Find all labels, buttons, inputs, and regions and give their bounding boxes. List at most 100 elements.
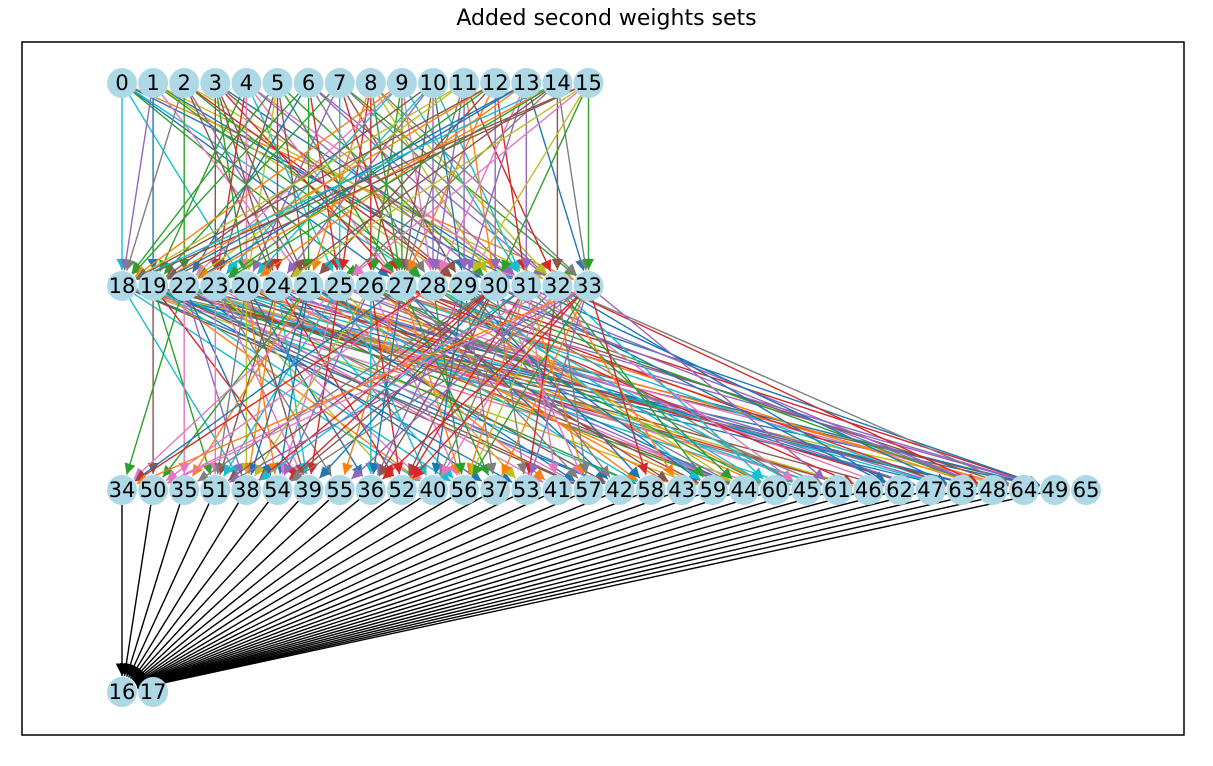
node-circle [200, 68, 231, 98]
edge-48-16 [137, 492, 979, 692]
node-circle [449, 475, 480, 505]
node-circle [200, 475, 231, 505]
node-circle [542, 475, 573, 505]
edge-63-16 [137, 492, 948, 692]
node-circle [107, 475, 137, 505]
edge-26-38 [254, 298, 364, 477]
edge-53-16 [135, 496, 514, 686]
edge-40-16 [135, 497, 421, 684]
edge-21-35 [191, 298, 302, 477]
node-label: 58 [637, 478, 664, 502]
node-circle [418, 68, 448, 98]
node-circle [355, 475, 386, 505]
node-circle [418, 475, 448, 505]
node-3: 3 [200, 68, 231, 98]
edge-47-16 [137, 492, 917, 692]
edge-32-56 [470, 299, 552, 476]
node-label: 26 [357, 274, 384, 298]
node-label: 49 [1042, 478, 1069, 502]
node-label: 39 [295, 478, 322, 502]
node-label: 4 [240, 71, 253, 95]
node-circle [138, 271, 169, 301]
edge-30-35 [197, 293, 484, 482]
edge-61-16 [137, 493, 824, 691]
node-circle [729, 475, 759, 505]
node-label: 56 [451, 478, 478, 502]
node-label: 11 [451, 71, 478, 95]
edge-56-16 [135, 496, 452, 685]
edge-60-16 [137, 493, 762, 690]
edge-33-54 [290, 293, 577, 482]
node-label: 18 [109, 274, 136, 298]
edge-64-16 [137, 492, 1010, 692]
node-label: 62 [886, 478, 913, 502]
node-6: 6 [293, 68, 324, 98]
edge-32-62 [569, 293, 887, 483]
node-label: 63 [948, 478, 975, 502]
edge-33-58 [592, 300, 649, 475]
node-circle [573, 68, 604, 98]
node-circle [791, 475, 822, 505]
node-label: 16 [109, 680, 136, 704]
node-circle [884, 475, 915, 505]
edge-32-59 [565, 297, 704, 478]
node-31: 31 [511, 271, 542, 301]
node-circle [449, 271, 480, 301]
edge-35-16 [124, 504, 181, 677]
node-58: 58 [635, 475, 666, 505]
node-label: 14 [544, 71, 571, 95]
node-circle [324, 68, 355, 98]
edge-33-34 [136, 291, 576, 485]
node-52: 52 [386, 475, 417, 505]
edge-15-30 [501, 96, 583, 272]
edge-32-48 [570, 291, 979, 484]
edge-12-18 [135, 89, 483, 280]
node-label: 23 [202, 274, 229, 298]
edge-54-16 [131, 501, 269, 680]
node-18: 18 [107, 271, 137, 301]
node-label: 44 [731, 478, 758, 502]
edge-36-16 [133, 498, 360, 683]
edge-46-16 [137, 493, 855, 691]
node-label: 50 [140, 478, 167, 502]
node-circle [822, 475, 853, 505]
node-16: 16 [107, 677, 137, 707]
node-circle [386, 271, 417, 301]
edge-1-18 [120, 97, 152, 271]
node-50: 50 [138, 475, 169, 505]
node-37: 37 [480, 475, 511, 505]
node-label: 25 [326, 274, 353, 298]
node-label: 60 [762, 478, 789, 502]
node-circle [604, 475, 635, 505]
node-circle [635, 475, 666, 505]
node-29: 29 [449, 271, 480, 301]
node-62: 62 [884, 475, 915, 505]
node-label: 52 [389, 478, 416, 502]
edge-14-25 [350, 92, 547, 276]
node-label: 34 [109, 478, 136, 502]
node-13: 13 [511, 68, 542, 98]
node-circle [697, 475, 728, 505]
node-circle [293, 68, 324, 98]
node-32: 32 [542, 271, 573, 301]
node-label: 33 [575, 274, 602, 298]
node-label: 38 [233, 478, 260, 502]
node-43: 43 [666, 475, 697, 505]
edge-52-16 [134, 498, 391, 684]
edge-49-16 [137, 492, 1041, 693]
edge-39-16 [132, 500, 299, 681]
node-circle [760, 475, 791, 505]
node-label: 28 [420, 274, 447, 298]
edge-33-50 [167, 291, 576, 484]
node-circle [293, 475, 324, 505]
edge-15-18 [136, 88, 575, 281]
node-circle [107, 271, 137, 301]
node-circle [511, 271, 542, 301]
node-circle [1040, 475, 1070, 505]
node-label: 19 [140, 274, 167, 298]
node-35: 35 [169, 475, 200, 505]
node-0: 0 [107, 68, 137, 98]
node-circle [169, 475, 200, 505]
